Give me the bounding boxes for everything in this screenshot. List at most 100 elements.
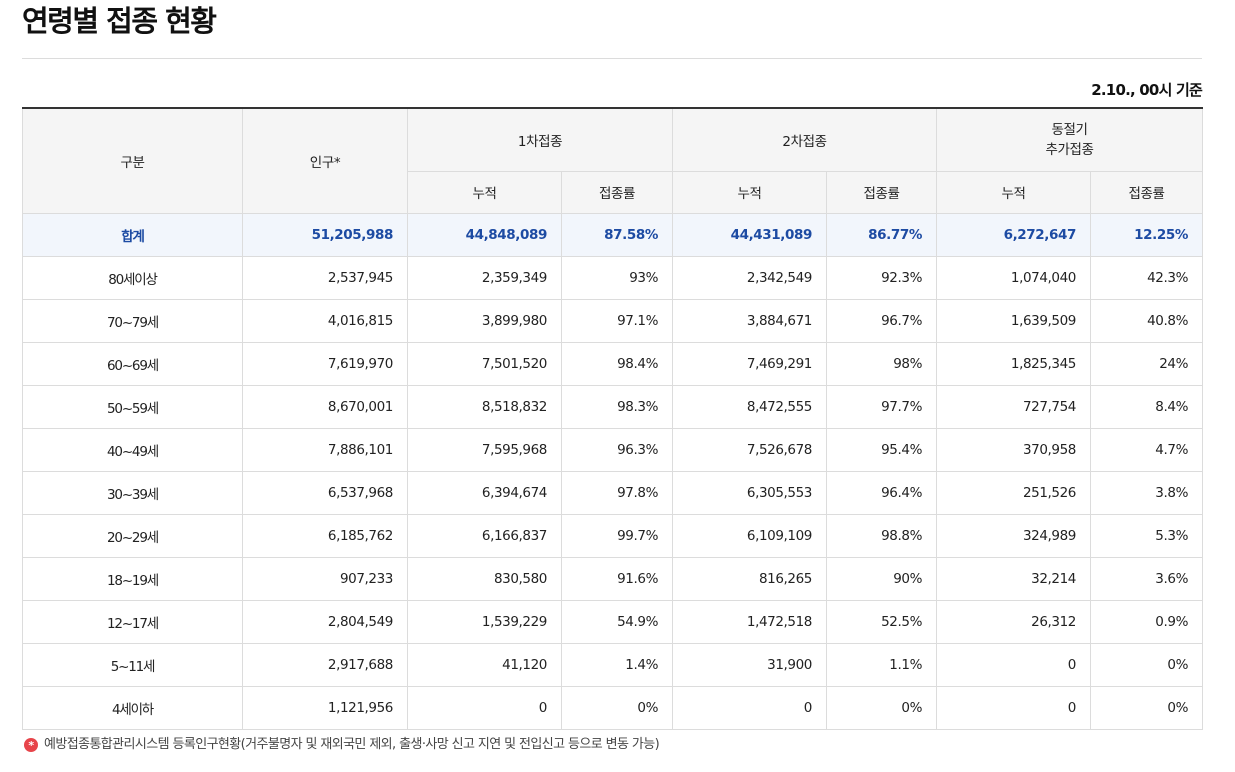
vaccination-by-age-table: 구분 인구* 1차접종 2차접종 동절기 추가접종 누적 접종률 누적 접종률 … [22, 107, 1203, 730]
table-cell-winter-cumulative: 26,312 [936, 599, 1091, 644]
page-title: 연령별 접종 현황 [22, 4, 217, 38]
table-cell-dose1-rate: 93% [561, 255, 673, 300]
table-cell-dose2-cumulative: 31,900 [672, 642, 827, 687]
basis-date: 2.10., 00시 기준 [1091, 81, 1203, 99]
table-cell-dose2-rate: 95.4% [826, 427, 937, 472]
table-cell-dose1-rate: 0% [561, 685, 673, 730]
table-cell-dose2-cumulative: 7,526,678 [672, 427, 827, 472]
table-cell-dose2-rate: 97.7% [826, 384, 937, 429]
header-winter-rate: 접종률 [1090, 170, 1203, 214]
table-cell-label: 20~29세 [22, 513, 243, 558]
table-cell-dose1-rate: 97.8% [561, 470, 673, 515]
table-cell-winter-cumulative: 251,526 [936, 470, 1091, 515]
header-category: 구분 [22, 107, 243, 214]
table-cell-dose1-rate: 87.58% [561, 212, 673, 257]
table-cell-winter-rate: 5.3% [1090, 513, 1203, 558]
table-cell-dose2-rate: 1.1% [826, 642, 937, 687]
table-cell-label: 60~69세 [22, 341, 243, 386]
table-row: 20~29세 6,185,762 6,166,837 99.7% 6,109,109 98… [22, 513, 1203, 558]
table-cell-dose1-rate: 98.4% [561, 341, 673, 386]
table-cell-winter-rate: 3.6% [1090, 556, 1203, 601]
table-cell-winter-cumulative: 6,272,647 [936, 212, 1091, 257]
table-cell-population: 7,886,101 [242, 427, 408, 472]
table-cell-dose2-rate: 92.3% [826, 255, 937, 300]
table-cell-label: 70~79세 [22, 298, 243, 343]
table-cell-winter-cumulative: 0 [936, 685, 1091, 730]
table-cell-winter-rate: 8.4% [1090, 384, 1203, 429]
footnote: * 예방접종통합관리시스템 등록인구현황(거주불명자 및 재외국민 제외, 출생… [24, 735, 660, 755]
table-cell-winter-rate: 42.3% [1090, 255, 1203, 300]
table-cell-dose2-rate: 86.77% [826, 212, 937, 257]
title-divider [22, 58, 1202, 59]
table-cell-dose2-cumulative: 8,472,555 [672, 384, 827, 429]
table-cell-dose1-cumulative: 8,518,832 [407, 384, 562, 429]
table-row: 12~17세 2,804,549 1,539,229 54.9% 1,472,518 52… [22, 599, 1203, 644]
table-cell-winter-rate: 0% [1090, 685, 1203, 730]
header-dose1-cumulative: 누적 [407, 170, 562, 214]
table-cell-dose2-cumulative: 6,109,109 [672, 513, 827, 558]
table-cell-dose1-cumulative: 2,359,349 [407, 255, 562, 300]
table-row: 18~19세 907,233 830,580 91.6% 816,265 90% 32,21… [22, 556, 1203, 601]
table-cell-label: 5~11세 [22, 642, 243, 687]
table-cell-winter-cumulative: 1,074,040 [936, 255, 1091, 300]
table-cell-population: 1,121,956 [242, 685, 408, 730]
table-cell-winter-rate: 4.7% [1090, 427, 1203, 472]
header-dose1: 1차접종 [407, 107, 673, 172]
table-row: 4세이하 1,121,956 0 0% 0 0% 0 0% [22, 685, 1203, 730]
header-winter-booster: 동절기 추가접종 [936, 107, 1203, 172]
table-cell-winter-rate: 3.8% [1090, 470, 1203, 515]
table-cell-label: 4세이하 [22, 685, 243, 730]
table-cell-population: 51,205,988 [242, 212, 408, 257]
header-dose2-cumulative: 누적 [672, 170, 827, 214]
table-cell-dose1-cumulative: 6,394,674 [407, 470, 562, 515]
table-row: 40~49세 7,886,101 7,595,968 96.3% 7,526,678 95… [22, 427, 1203, 472]
table-row: 50~59세 8,670,001 8,518,832 98.3% 8,472,555 97… [22, 384, 1203, 429]
table-cell-label: 12~17세 [22, 599, 243, 644]
table-cell-dose1-rate: 98.3% [561, 384, 673, 429]
header-winter-line1: 동절기 [1051, 121, 1088, 138]
table-cell-label: 18~19세 [22, 556, 243, 601]
table-cell-dose1-cumulative: 7,595,968 [407, 427, 562, 472]
table-cell-dose1-cumulative: 1,539,229 [407, 599, 562, 644]
table-cell-dose1-cumulative: 3,899,980 [407, 298, 562, 343]
table-cell-dose2-rate: 52.5% [826, 599, 937, 644]
table-cell-dose2-cumulative: 44,431,089 [672, 212, 827, 257]
table-cell-winter-rate: 0.9% [1090, 599, 1203, 644]
header-dose1-rate: 접종률 [561, 170, 673, 214]
table-cell-population: 7,619,970 [242, 341, 408, 386]
table-row: 30~39세 6,537,968 6,394,674 97.8% 6,305,553 96… [22, 470, 1203, 515]
table-cell-population: 2,804,549 [242, 599, 408, 644]
table-cell-label: 합계 [22, 212, 243, 257]
table-cell-label: 30~39세 [22, 470, 243, 515]
table-cell-population: 907,233 [242, 556, 408, 601]
table-cell-winter-rate: 0% [1090, 642, 1203, 687]
table-cell-dose2-cumulative: 3,884,671 [672, 298, 827, 343]
table-cell-winter-cumulative: 370,958 [936, 427, 1091, 472]
table-cell-dose2-rate: 98.8% [826, 513, 937, 558]
table-cell-label: 80세이상 [22, 255, 243, 300]
table-cell-dose1-cumulative: 830,580 [407, 556, 562, 601]
header-dose2: 2차접종 [672, 107, 937, 172]
asterisk-icon: * [24, 738, 38, 752]
table-cell-dose2-rate: 98% [826, 341, 937, 386]
table-cell-dose1-cumulative: 44,848,089 [407, 212, 562, 257]
table-row: 60~69세 7,619,970 7,501,520 98.4% 7,469,291 98… [22, 341, 1203, 386]
table-cell-winter-rate: 12.25% [1090, 212, 1203, 257]
table-cell-population: 2,537,945 [242, 255, 408, 300]
table-cell-dose2-cumulative: 816,265 [672, 556, 827, 601]
table-cell-dose2-cumulative: 2,342,549 [672, 255, 827, 300]
table-cell-winter-cumulative: 324,989 [936, 513, 1091, 558]
footnote-text: 예방접종통합관리시스템 등록인구현황(거주불명자 및 재외국민 제외, 출생·사… [44, 737, 660, 752]
header-population: 인구* [242, 107, 408, 214]
header-winter-cumulative: 누적 [936, 170, 1091, 214]
table-cell-dose1-cumulative: 6,166,837 [407, 513, 562, 558]
table-cell-dose1-rate: 91.6% [561, 556, 673, 601]
table-cell-dose1-cumulative: 0 [407, 685, 562, 730]
header-dose2-rate: 접종률 [826, 170, 937, 214]
table-cell-dose2-rate: 0% [826, 685, 937, 730]
table-cell-label: 50~59세 [22, 384, 243, 429]
table-cell-dose2-cumulative: 6,305,553 [672, 470, 827, 515]
table-cell-dose1-rate: 54.9% [561, 599, 673, 644]
table-cell-dose1-rate: 96.3% [561, 427, 673, 472]
table-cell-population: 2,917,688 [242, 642, 408, 687]
